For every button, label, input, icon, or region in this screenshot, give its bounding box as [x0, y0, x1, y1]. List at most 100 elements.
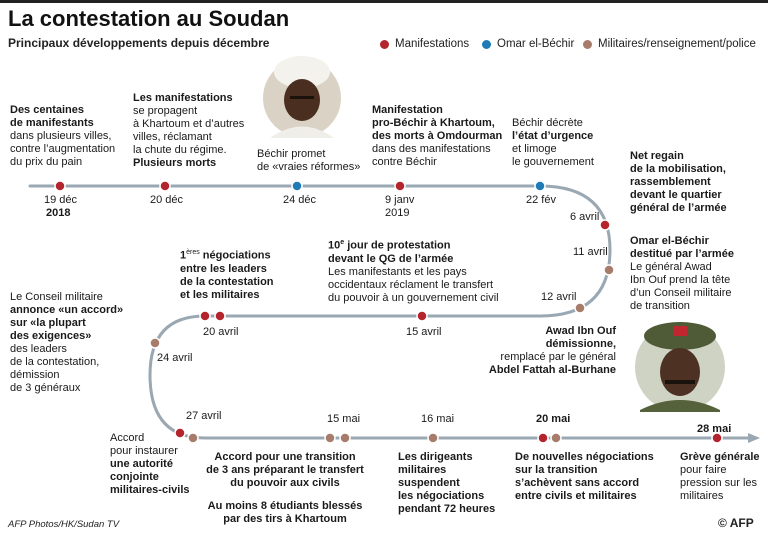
event-text-line: à Khartoum et d’autres: [133, 118, 245, 130]
event-date: 15 avril: [406, 326, 442, 338]
event-text-line: de 3 ans préparant le transfert: [206, 464, 364, 476]
event-date: 11 avril: [573, 246, 608, 258]
bashir-portrait-icon: [261, 56, 343, 139]
event-text-e15: De nouvelles négociations sur la transiti…: [515, 451, 654, 503]
event-text-line: démission: [10, 369, 60, 381]
event-text-line: s’achèvent sans accord: [515, 477, 640, 489]
event-text-line: général de l’armée: [630, 202, 727, 214]
event-text-line: Awad Ibn Ouf démissionne,: [545, 325, 616, 350]
event-text-line: entre les leaders: [180, 262, 267, 275]
event-text-line: occidentaux réclament le transfert: [328, 278, 494, 291]
event-text-e7: Omar el-Béchir destitué par l’armée Le gén…: [630, 235, 734, 313]
event-text-line: dans des manifestations: [372, 143, 491, 155]
event-text-line: militaires: [680, 490, 724, 502]
legend-label: Manifestations: [395, 38, 470, 50]
event-text-line: militaires: [398, 464, 447, 476]
event-text-e12: Accord pour instaurer une autorité conjoint…: [110, 432, 190, 497]
event-text-line: pro-Béchir à Khartoum,: [372, 117, 495, 129]
event-text-line: de 3 généraux: [10, 382, 81, 394]
event-text-line: des morts à Omdourman: [372, 130, 503, 142]
event-text-line: Accord: [110, 432, 145, 444]
legend-dot-red: [380, 39, 389, 49]
event-dot-e11: [149, 337, 161, 349]
event-text-line: Les dirigeants: [398, 451, 473, 463]
event-text-e11: Le Conseil militaire annonce «un accord» s…: [10, 291, 123, 395]
event-text-line: sur «la plupart: [10, 317, 86, 329]
burhane-portrait-icon: [635, 322, 725, 412]
event-date: 15 mai: [327, 413, 361, 425]
event-year: 2019: [385, 207, 410, 219]
afp-logo: © AFP: [718, 516, 754, 530]
event-dot-secondary-e15: [550, 432, 562, 444]
event-text-line: rassemblement: [630, 176, 711, 188]
legend-label: Omar el-Béchir: [497, 38, 575, 50]
legend-item-bechir: Omar el-Béchir: [482, 38, 574, 50]
event-text-line: entre civils et militaires: [515, 490, 637, 502]
event-text-line: l’état d’urgence: [512, 130, 594, 142]
event-date: 20 avril: [203, 326, 239, 338]
event-text-line: dans plusieurs villes,: [10, 130, 112, 142]
event-text-line: de la contestation,: [10, 356, 100, 368]
event-text-line: Les manifestants et les pays: [328, 265, 467, 278]
event-date: 9 janv: [385, 194, 415, 206]
event-text-line: se propagent: [133, 105, 198, 117]
event-dot-e8: [574, 302, 586, 314]
event-text-line: pendant 72 heures: [398, 503, 496, 515]
event-text-line: pression sur les: [680, 477, 758, 489]
event-text-line: Manifestation: [372, 104, 443, 116]
event-dot-secondary-e12: [187, 432, 199, 444]
event-text-e8: Awad Ibn Ouf démissionne, remplacé par le…: [478, 325, 616, 377]
event-date: 28 mai: [697, 423, 732, 435]
legend-dot-blue: [482, 39, 491, 49]
page-title: La contestation au Soudan: [8, 6, 290, 31]
event-date: 20 déc: [150, 194, 184, 206]
event-text-line: de transition: [630, 300, 690, 312]
event-text-line: contre l’augmentation: [10, 143, 116, 155]
event-date: 24 déc: [283, 194, 317, 206]
event-dot-e2: [159, 180, 171, 192]
event-text-line: et limoge: [512, 143, 557, 155]
event-text-line: d’un Conseil militaire: [630, 287, 732, 299]
page-subtitle: Principaux développements depuis décembr…: [8, 36, 270, 50]
event-text-line: de «vraies réformes»: [257, 161, 361, 173]
event-text-line: le gouvernement: [512, 156, 594, 168]
event-date: 24 avril: [157, 352, 193, 364]
event-text-line: Ibn Ouf prend la tête: [630, 274, 731, 286]
event-text-line: Béchir décrète: [512, 117, 583, 129]
event-text-line: du prix du pain: [10, 156, 83, 168]
event-text-line: par des tirs à Khartoum: [223, 513, 347, 525]
event-year: 2018: [46, 207, 71, 219]
event-dot-e14: [427, 432, 439, 444]
event-text-line: Abdel Fattah al-Burhane: [488, 364, 616, 376]
event-text-line: du pouvoir à un gouvernement civil: [328, 291, 499, 304]
event-text-line: annonce «un accord»: [10, 304, 124, 316]
event-text-line: de manifestants: [10, 117, 94, 129]
event-dot-e13: [324, 432, 336, 444]
event-date: 20 mai: [536, 413, 571, 425]
event-text-line: conjointe: [110, 471, 159, 483]
event-text-line: devant le QG de l’armée: [328, 252, 454, 265]
event-text-line: des exigences»: [10, 330, 92, 342]
event-text-line: 1ères négociations: [180, 249, 271, 262]
event-date: 12 avril: [541, 291, 577, 303]
event-text-line: Les manifestations: [133, 92, 233, 104]
event-text-line: de la mobilisation,: [630, 163, 726, 175]
event-dot-secondary-e13: [339, 432, 351, 444]
event-text-e1: Des centaines de manifestants dans plusieu…: [10, 104, 115, 169]
event-text-e3: Béchir promet de «vraies réformes»: [257, 148, 360, 174]
event-dot-e1: [54, 180, 66, 192]
event-dot-e7: [603, 264, 615, 276]
event-text-line: Accord pour une transition: [214, 451, 356, 463]
event-text-line: devant le quartier: [630, 189, 722, 201]
event-text-line: Le Conseil militaire: [10, 291, 103, 303]
event-text-b-e13: Au moins 8 étudiants blessés par des tirs…: [200, 500, 370, 526]
event-text-line: Grève générale: [680, 451, 760, 463]
event-text-line: militaires-civils: [110, 484, 190, 496]
event-text-line: 10e jour de protestation: [328, 239, 451, 252]
event-date: 22 fév: [526, 194, 556, 206]
event-text-e16: Grève générale pour faire pression sur les…: [680, 451, 760, 503]
event-text-line: pour instaurer: [110, 445, 178, 457]
event-text-e14: Les dirigeants militaires suspendent les né…: [398, 451, 495, 516]
event-text-e10: 1ères négociations entre les leaders de la…: [180, 246, 274, 302]
event-text-line: de la contestation: [180, 275, 274, 288]
